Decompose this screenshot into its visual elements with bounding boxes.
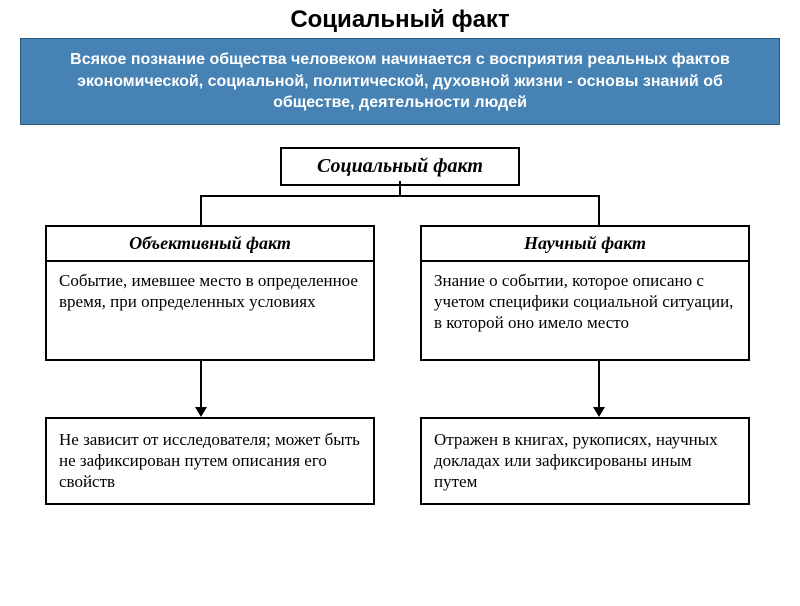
diagram: Социальный факт Объективный факт Событие… (0, 139, 800, 579)
left-branch-desc: Событие, имевшее место в определенное вр… (47, 262, 373, 321)
left-leaf-node: Не зависит от исследователя; может быть … (45, 417, 375, 505)
arrowhead-icon (593, 407, 605, 417)
left-branch-title: Объективный факт (47, 227, 373, 262)
connector (598, 361, 600, 409)
intro-text: Всякое познание общества человеком начин… (20, 38, 780, 125)
connector (598, 195, 600, 225)
page-title: Социальный факт (0, 6, 800, 34)
right-branch-title: Научный факт (422, 227, 748, 262)
left-branch-node: Объективный факт Событие, имевшее место … (45, 225, 375, 361)
right-branch-node: Научный факт Знание о событии, которое о… (420, 225, 750, 361)
connector (399, 181, 401, 195)
arrowhead-icon (195, 407, 207, 417)
connector (200, 195, 202, 225)
right-leaf-node: Отражен в книгах, рукописях, научных док… (420, 417, 750, 505)
connector (200, 195, 600, 197)
right-branch-desc: Знание о событии, которое описано с учет… (422, 262, 748, 342)
connector (200, 361, 202, 409)
